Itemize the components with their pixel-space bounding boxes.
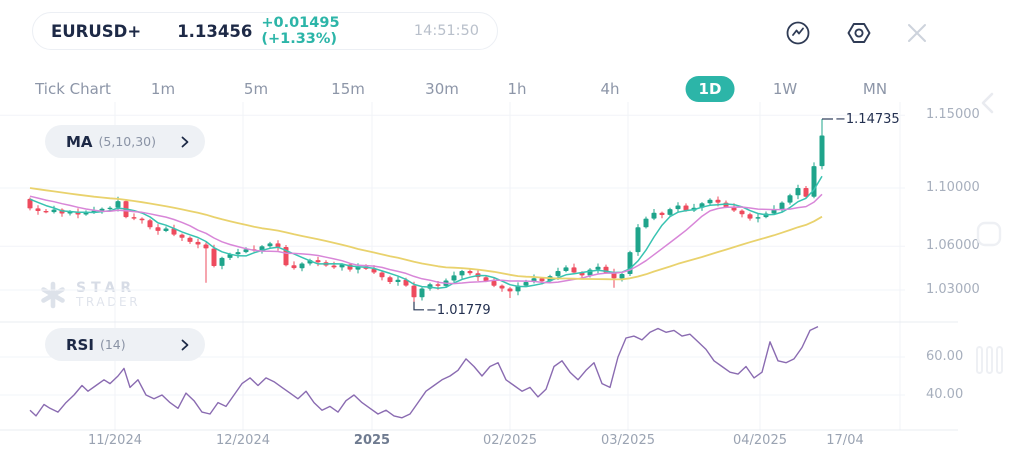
timeframe-4h[interactable]: 4h [600, 80, 620, 98]
timeframe-1m[interactable]: 1m [150, 80, 176, 98]
timeframe-mn[interactable]: MN [862, 80, 888, 98]
timeframe-bar: Tick Chart 1m 5m 15m 30m 1h 4h 1D 1W MN [0, 74, 1024, 106]
timeframe-5m[interactable]: 5m [243, 80, 269, 98]
rsi-indicator-button[interactable]: RSI (14) [45, 328, 205, 361]
collapse-panel-chevron-left[interactable] [980, 92, 996, 114]
watermark-line1: STAR [76, 280, 137, 297]
symbol-name: EURUSD+ [51, 21, 142, 41]
last-price: 1.13456 [177, 21, 253, 41]
star-logo-icon [41, 281, 65, 309]
chevron-right-icon [181, 136, 189, 147]
server-time: 14:51:50 [413, 23, 479, 39]
ma-30-line [29, 187, 823, 281]
ma-indicator-button[interactable]: MA (5,10,30) [45, 125, 205, 158]
rsi-params: (14) [99, 337, 126, 352]
watermark-line2: TRADER [76, 295, 141, 310]
watermark: STAR TRADER [38, 280, 140, 310]
close-icon[interactable] [903, 19, 931, 47]
ma-5-line [29, 175, 823, 290]
chart-type-icon[interactable] [784, 19, 812, 47]
settings-icon[interactable] [845, 19, 873, 47]
rsi-line [29, 325, 819, 419]
square-tool-icon[interactable] [975, 220, 1003, 248]
drag-handle-bars-icon[interactable] [974, 345, 1006, 375]
timeframe-15m[interactable]: 15m [331, 80, 365, 98]
timeframe-30m[interactable]: 30m [425, 80, 459, 98]
timeframe-tick-chart[interactable]: Tick Chart [35, 80, 111, 98]
price-change: +0.01495 (+1.33%) [261, 15, 340, 47]
candles [27, 119, 825, 308]
ma-label: MA [66, 132, 93, 151]
low-annotation-connector [413, 301, 424, 311]
ma-10-line [29, 193, 823, 285]
timeframe-1w[interactable]: 1W [772, 80, 798, 98]
rsi-label: RSI [66, 335, 94, 354]
symbol-info-bar[interactable]: EURUSD+ 1.13456 +0.01495 (+1.33%) 14:51:… [32, 12, 498, 50]
timeframe-1h[interactable]: 1h [507, 80, 527, 98]
timeframe-1d[interactable]: 1D [685, 76, 735, 102]
ma-params: (5,10,30) [98, 134, 157, 149]
chevron-right-icon [181, 339, 189, 350]
